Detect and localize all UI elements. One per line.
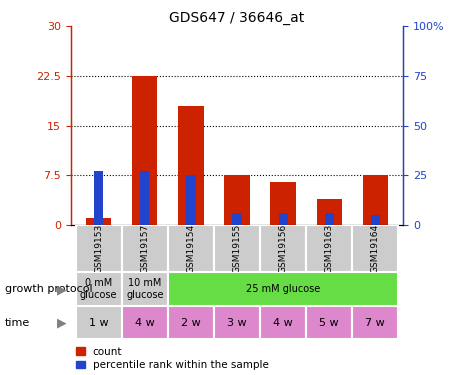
Bar — [371, 215, 380, 225]
Text: 1 w: 1 w — [89, 318, 109, 327]
Text: GSM19153: GSM19153 — [94, 224, 103, 273]
Bar — [214, 306, 260, 339]
Bar — [271, 182, 296, 225]
Text: 4 w: 4 w — [273, 318, 293, 327]
Bar — [260, 225, 306, 272]
Bar — [140, 171, 149, 225]
Title: GDS647 / 36646_at: GDS647 / 36646_at — [169, 11, 305, 25]
Text: 25 mM glucose: 25 mM glucose — [246, 284, 320, 294]
Legend: count, percentile rank within the sample: count, percentile rank within the sample — [76, 346, 269, 370]
Bar — [352, 225, 398, 272]
Text: 2 w: 2 w — [181, 318, 201, 327]
Bar — [306, 225, 352, 272]
Bar — [186, 176, 196, 225]
Text: GSM19157: GSM19157 — [140, 224, 149, 273]
Bar — [168, 225, 214, 272]
Bar — [352, 306, 398, 339]
Bar — [325, 213, 334, 225]
Text: GSM19156: GSM19156 — [278, 224, 288, 273]
Bar — [168, 272, 398, 306]
Text: 4 w: 4 w — [135, 318, 155, 327]
Text: GSM19154: GSM19154 — [186, 224, 196, 273]
Bar — [122, 306, 168, 339]
Bar — [168, 306, 214, 339]
Bar — [214, 225, 260, 272]
Bar — [76, 272, 122, 306]
Text: 3 w: 3 w — [227, 318, 247, 327]
Text: growth protocol: growth protocol — [5, 285, 92, 294]
Bar — [132, 76, 158, 225]
Bar — [122, 272, 168, 306]
Bar — [363, 176, 388, 225]
Text: 10 mM
glucose: 10 mM glucose — [126, 278, 164, 300]
Bar — [278, 213, 288, 225]
Bar — [76, 225, 122, 272]
Bar — [76, 306, 122, 339]
Text: GSM19163: GSM19163 — [325, 224, 334, 273]
Text: 7 w: 7 w — [365, 318, 385, 327]
Bar — [86, 218, 111, 225]
Text: 0 mM
glucose: 0 mM glucose — [80, 278, 117, 300]
Text: time: time — [5, 318, 30, 328]
Text: GSM19155: GSM19155 — [233, 224, 241, 273]
Bar — [122, 225, 168, 272]
Text: ▶: ▶ — [57, 283, 67, 296]
Bar — [94, 171, 103, 225]
Bar — [306, 306, 352, 339]
Bar — [316, 198, 342, 225]
Bar — [260, 306, 306, 339]
Bar — [178, 106, 203, 225]
Bar — [224, 176, 250, 225]
Text: GSM19164: GSM19164 — [371, 224, 380, 273]
Bar — [232, 213, 242, 225]
Text: ▶: ▶ — [57, 317, 67, 330]
Text: 5 w: 5 w — [319, 318, 339, 327]
